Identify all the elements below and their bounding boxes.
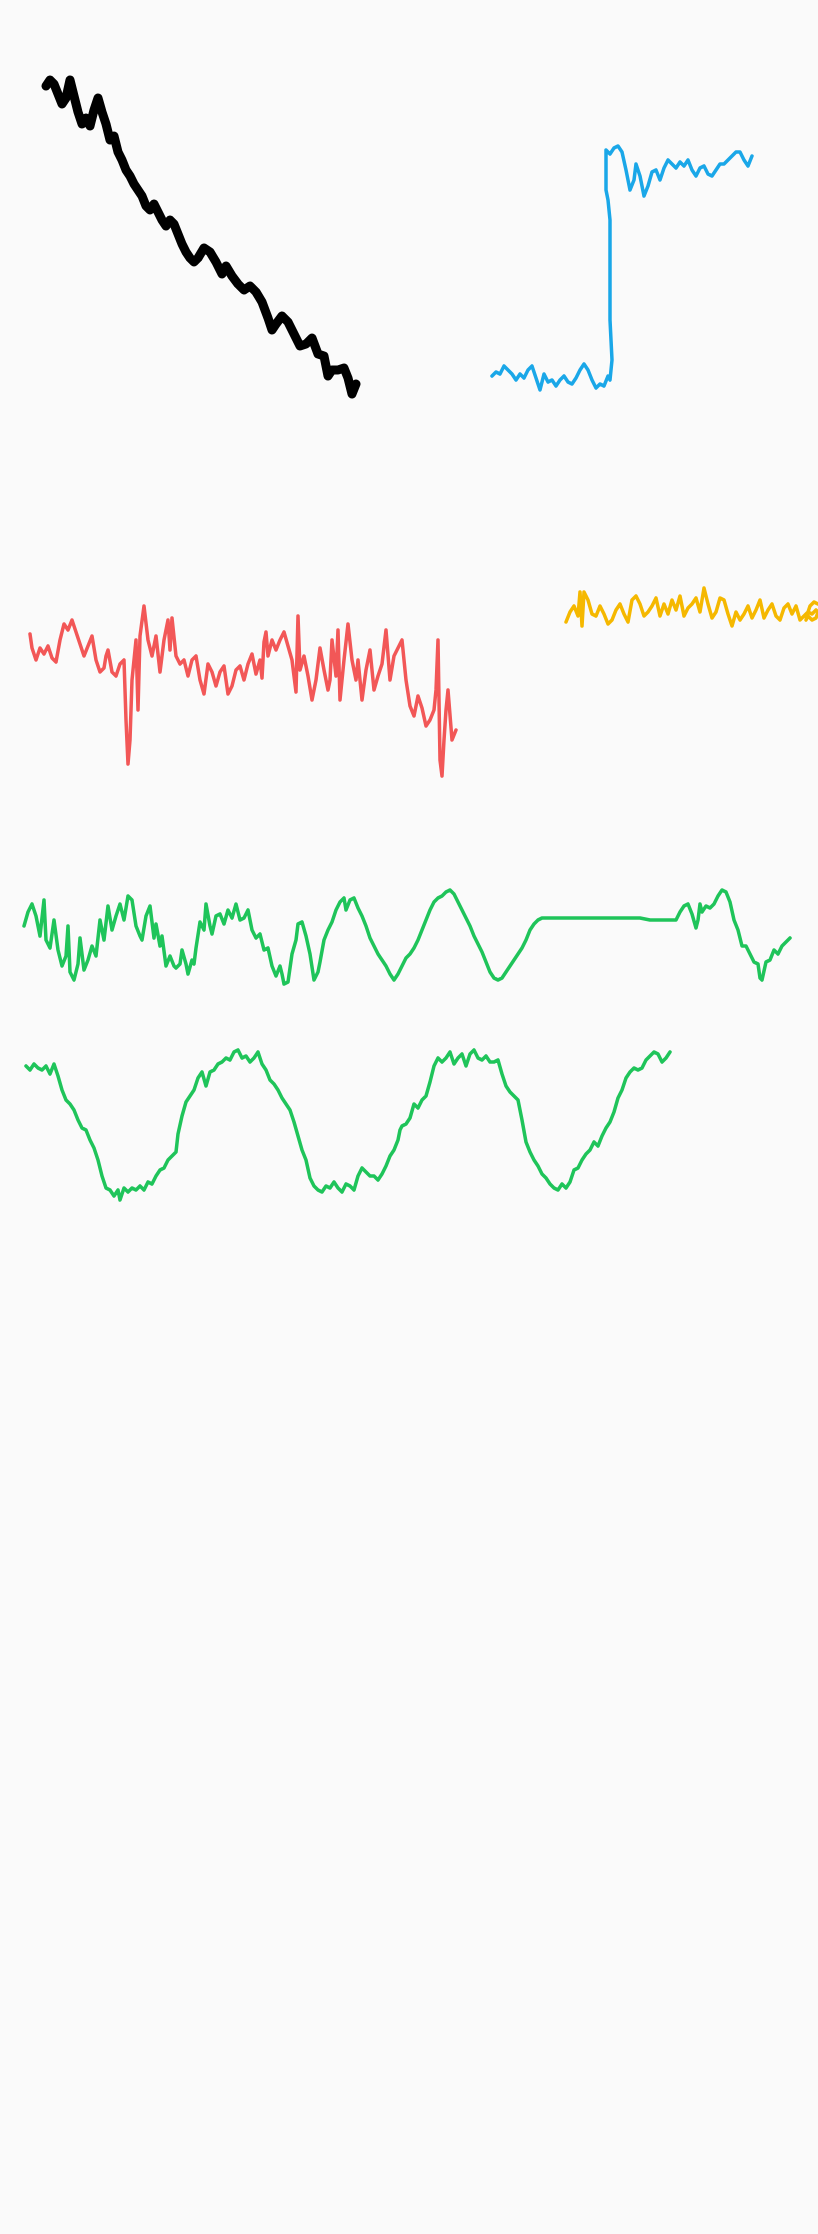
green-stroke-lower	[24, 1048, 672, 1202]
yellow-stroke	[564, 586, 818, 628]
red-stroke	[28, 604, 458, 778]
green-stroke-upper	[22, 888, 792, 986]
black-stroke	[41, 75, 361, 399]
blue-stroke	[490, 144, 754, 392]
